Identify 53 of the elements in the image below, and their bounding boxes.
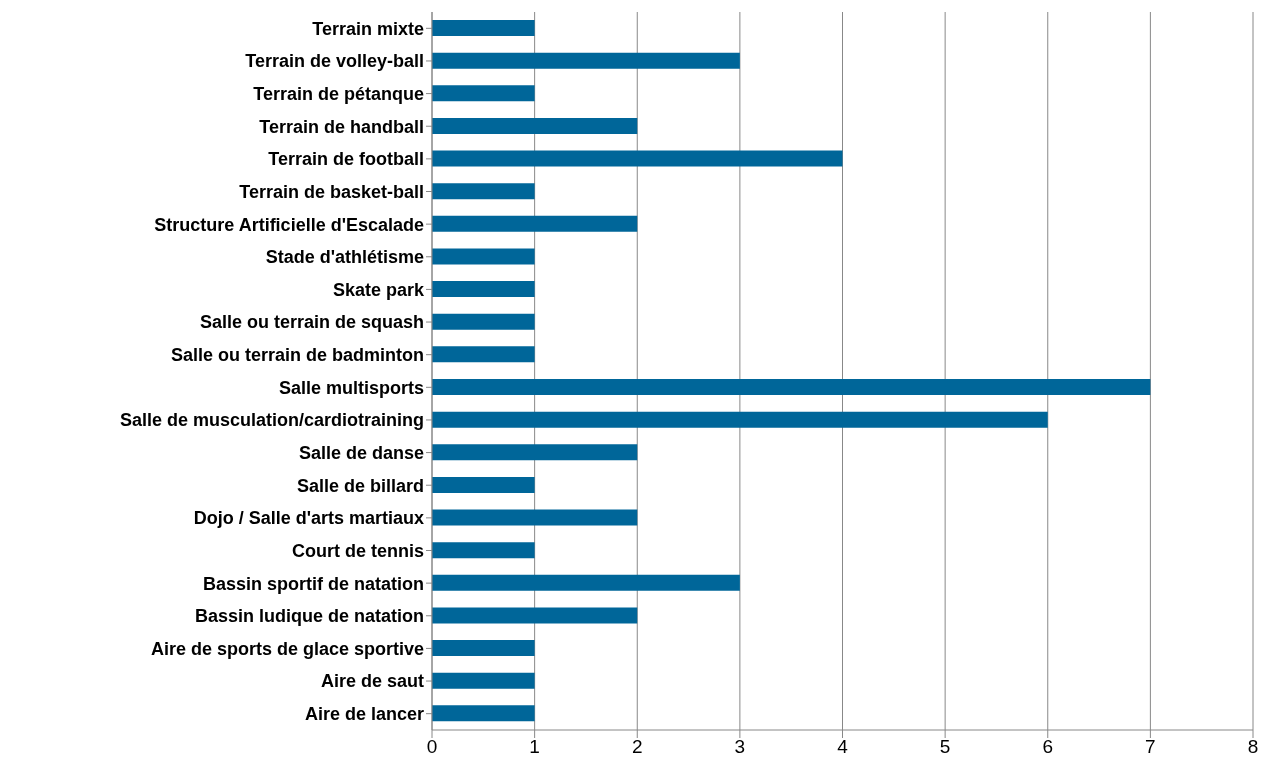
y-tick-label: Court de tennis (291, 540, 424, 561)
bar (432, 313, 535, 330)
bar (432, 150, 843, 167)
y-tick-label: Salle ou terrain de badminton (170, 345, 424, 366)
bar (432, 640, 535, 657)
y-tick-label: Aire de saut (320, 671, 424, 692)
bar (432, 52, 740, 69)
y-tick-label: Salle de musculation/cardiotraining (119, 410, 424, 431)
bar (432, 379, 1151, 395)
y-tick-label: Terrain de volley-ball (245, 51, 424, 72)
y-tick-label: Salle multisports (278, 377, 424, 398)
bar (432, 476, 535, 493)
bar (432, 117, 638, 134)
bar (432, 574, 740, 591)
bar (432, 705, 535, 722)
y-tick-label: Stade d'athlétisme (265, 247, 424, 268)
y-tick-label: Aire de lancer (304, 704, 424, 725)
x-tick-label: 7 (1145, 736, 1156, 758)
bar (432, 607, 638, 624)
bar (432, 20, 535, 36)
bar (432, 215, 638, 232)
y-tick-label: Structure Artificielle d'Escalade (154, 214, 424, 235)
y-tick-label: Terrain de handball (259, 116, 424, 137)
y-tick-label: Bassin sportif de natation (202, 573, 424, 594)
y-tick-label: Terrain de pétanque (253, 83, 424, 104)
bar (432, 183, 535, 200)
bar (432, 509, 638, 526)
y-tick-label: Dojo / Salle d'arts martiaux (193, 508, 424, 529)
bar (432, 444, 638, 461)
x-tick-label: 6 (1042, 736, 1054, 758)
y-tick-label: Terrain de basket-ball (239, 181, 424, 202)
x-tick-label: 2 (631, 736, 643, 758)
y-tick-label: Terrain de football (268, 149, 424, 170)
bar (432, 281, 535, 298)
bar (432, 542, 535, 559)
y-tick-label: Aire de sports de glace sportive (150, 638, 424, 659)
y-tick-label: Salle ou terrain de squash (199, 312, 424, 333)
bar (432, 248, 535, 265)
y-tick-label: Skate park (332, 279, 425, 300)
bar (432, 672, 535, 689)
x-tick-label: 0 (426, 736, 438, 758)
y-tick-label: Bassin ludique de natation (194, 606, 424, 627)
x-tick-label: 5 (939, 736, 951, 758)
bar (432, 411, 1048, 428)
x-tick-label: 3 (734, 736, 746, 758)
x-tick-label: 8 (1247, 736, 1259, 758)
y-tick-label: Terrain mixte (312, 18, 424, 39)
y-tick-label: Salle de danse (298, 442, 424, 463)
bar (432, 85, 535, 102)
x-tick-label: 1 (529, 736, 540, 758)
x-tick-label: 4 (837, 736, 849, 758)
bar (432, 346, 535, 363)
y-tick-label: Salle de billard (296, 475, 424, 496)
